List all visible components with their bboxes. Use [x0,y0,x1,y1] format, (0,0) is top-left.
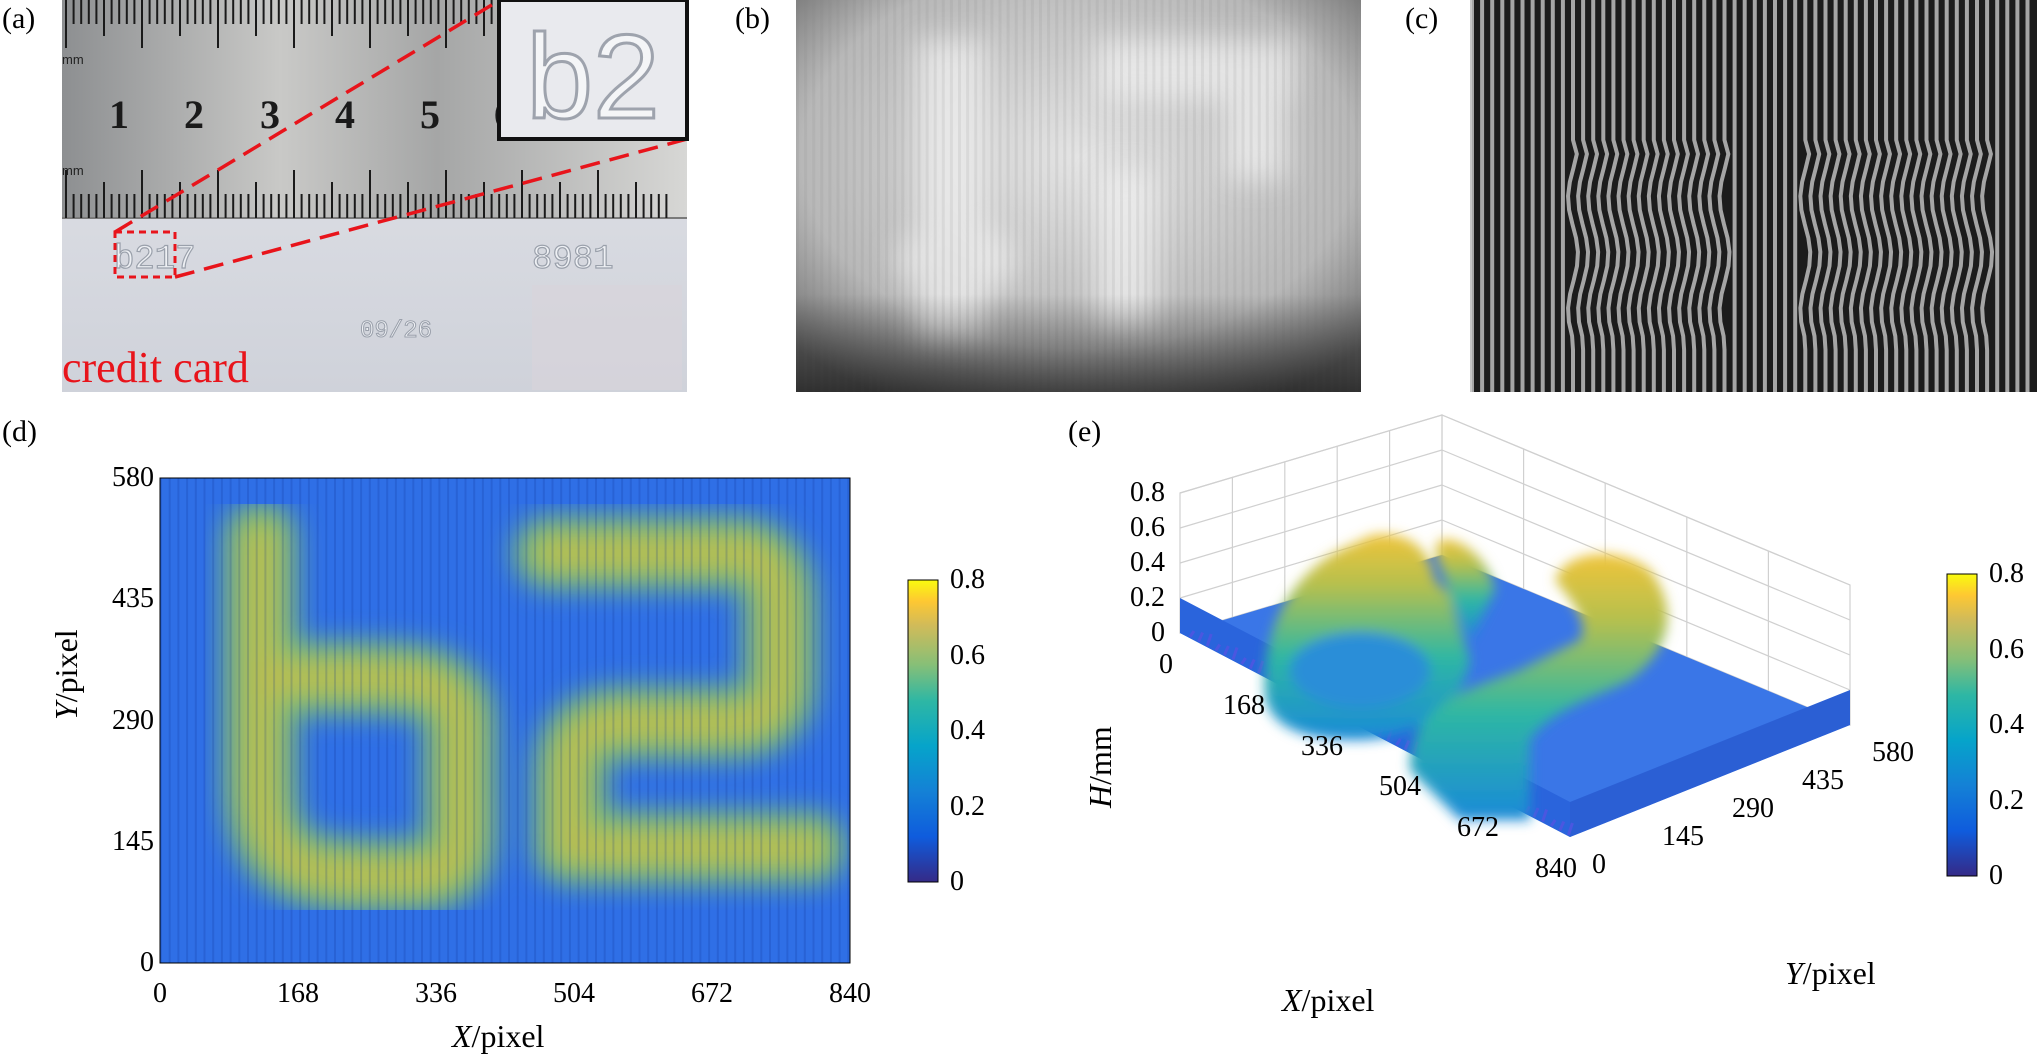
colorbar-e-tick: 0.2 [1989,784,2024,816]
e-ytick: 435 [1802,765,1844,796]
colorbar-d-tick: 0.4 [950,715,985,746]
panel-label-e: (e) [1068,415,1102,448]
ruler-number-1: 1 [109,92,129,137]
colorbar-d-tick: 0.2 [950,790,985,822]
zoom-inset: b2 [497,0,689,146]
colorbar-e-tick: 0.6 [1989,633,2024,665]
colorbar-e [1946,573,1978,877]
e-zlabel: H/mm [1082,726,1118,808]
colorbar-e-tick: 0.8 [1989,558,2024,589]
e-ztick: 0.8 [1130,477,1165,508]
e-xtick: 840 [1535,853,1577,884]
ruler-unit-bottom: mm [62,163,84,178]
e-xtick: 336 [1301,730,1343,762]
e-ytick: 145 [1662,821,1704,852]
d-xtick: 840 [829,978,871,1009]
ruler-number-3: 3 [260,92,280,137]
colorbar-d-tick: 0.6 [950,639,985,671]
d-xlabel: X/pixel [452,1018,545,1054]
ruler-number-4: 4 [335,92,355,137]
panel-label-a: (a) [2,2,36,35]
d-ylabel: Y/pixel [48,629,84,720]
ruler-number-2: 2 [184,92,204,137]
credit-card-photo: mm mm 1 2 3 4 5 6 b217 8981 09/26 b2 cre… [62,0,689,392]
d-ytick: 435 [112,583,154,615]
fringe-image-c [1470,0,2037,392]
inset-b2-text: b2 [526,10,659,144]
ruler-unit-top: mm [62,52,84,67]
d-ytick: 145 [112,825,154,857]
card-number-right: 8981 [532,241,614,279]
colorbar-d-tick: 0.8 [950,564,985,595]
card-number-left: b217 [114,241,196,279]
e-ytick: 0 [1592,849,1606,880]
d-xtick: 672 [691,978,733,1009]
e-ztick: 0.4 [1130,547,1165,578]
e-xtick: 0 [1159,649,1173,680]
d-xtick: 0 [153,978,167,1009]
e-ytick: 290 [1732,793,1774,824]
panel-label-d: (d) [2,415,37,448]
height-map-d [159,477,851,964]
d-ytick: 580 [112,462,154,493]
d-xtick: 504 [553,978,595,1009]
d-xtick: 168 [277,978,319,1009]
e-ztick: 0.6 [1130,512,1165,543]
d-xtick: 336 [415,978,457,1009]
colorbar-e-tick: 0.4 [1989,709,2024,740]
e-ztick: 0.2 [1130,582,1165,613]
e-xtick: 168 [1223,689,1265,721]
d-ytick: 290 [112,704,154,736]
e-xtick: 672 [1457,812,1499,844]
e-xlabel: X/pixel [1282,982,1375,1018]
e-ytick: 580 [1872,737,1914,768]
colorbar-e-tick: 0 [1989,860,2003,891]
e-ztick: 0 [1151,617,1165,648]
surface-plot-e [1179,414,1851,837]
e-xtick: 504 [1379,771,1421,803]
colorbar-d [907,579,939,883]
colorbar-d-tick: 0 [950,866,964,897]
fringe-image-b [796,0,1361,392]
e-ylabel: Y/pixel [1785,955,1876,991]
panel-label-c: (c) [1405,2,1439,35]
panel-label-b: (b) [735,2,770,35]
ruler-number-5: 5 [420,92,440,137]
credit-card-caption: credit card [62,343,249,392]
highlight-box [113,230,177,279]
card-expiry: 09/26 [360,318,432,345]
d-ytick: 0 [140,947,154,978]
